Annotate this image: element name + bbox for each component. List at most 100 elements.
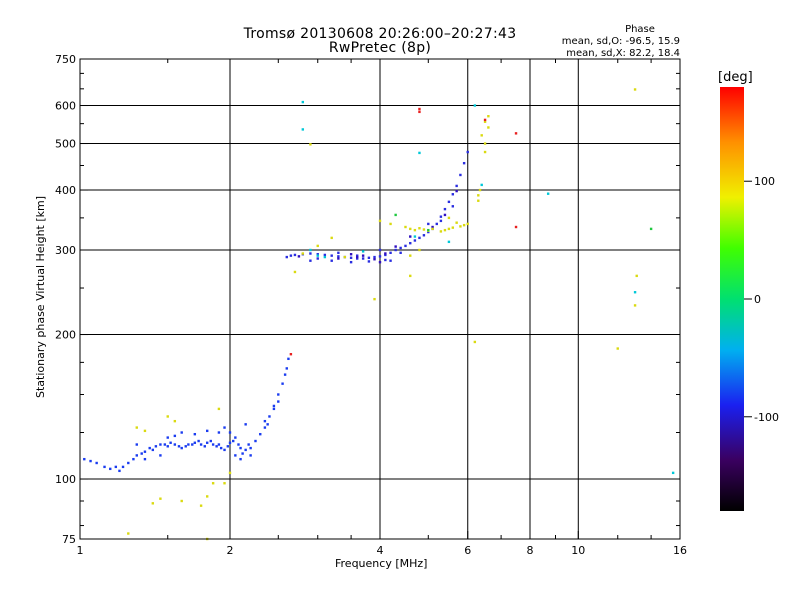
data-point xyxy=(473,340,477,344)
data-point xyxy=(316,253,319,256)
data-point xyxy=(297,255,301,258)
data-point xyxy=(378,255,382,258)
data-point xyxy=(514,132,518,135)
data-point xyxy=(234,436,237,439)
data-point xyxy=(309,143,312,146)
data-point xyxy=(439,219,443,223)
data-point xyxy=(277,393,280,396)
data-point xyxy=(451,193,455,196)
data-point xyxy=(451,226,455,229)
data-point xyxy=(422,228,426,231)
data-point xyxy=(301,252,305,255)
data-point xyxy=(447,216,451,220)
data-point xyxy=(163,443,167,446)
x-tick-label: 8 xyxy=(527,544,534,557)
data-point xyxy=(193,441,197,444)
data-point xyxy=(480,183,483,187)
data-point xyxy=(394,213,397,217)
data-point xyxy=(135,443,138,446)
data-point xyxy=(399,251,402,255)
data-point xyxy=(211,443,215,446)
data-point xyxy=(234,454,237,457)
data-point xyxy=(323,255,327,259)
data-point xyxy=(316,257,319,260)
data-point xyxy=(546,192,550,195)
data-point xyxy=(285,367,288,370)
data-point xyxy=(199,443,203,446)
data-point xyxy=(455,184,458,188)
chart-title: Tromsø 20130608 20:26:00–20:27:43 xyxy=(243,26,517,42)
colorbar-tick-label: -100 xyxy=(754,411,779,424)
data-point xyxy=(439,215,443,218)
data-point xyxy=(462,223,466,227)
data-point xyxy=(177,445,181,448)
data-point xyxy=(394,245,397,248)
data-point xyxy=(228,441,232,444)
data-point xyxy=(355,254,359,257)
data-point xyxy=(266,423,269,426)
x-tick-label: 6 xyxy=(464,544,471,557)
data-point xyxy=(409,241,412,245)
data-point xyxy=(418,227,421,230)
y-tick-label: 200 xyxy=(55,329,76,342)
data-point xyxy=(223,482,226,485)
data-point xyxy=(121,465,125,469)
data-point xyxy=(217,443,221,446)
data-point xyxy=(477,194,480,197)
data-point xyxy=(228,431,232,434)
data-point xyxy=(193,432,197,436)
data-point xyxy=(404,244,407,248)
data-point xyxy=(466,150,469,154)
colorbar-ticks: 100 0 -100 xyxy=(744,175,779,424)
data-point xyxy=(215,445,218,448)
data-point xyxy=(337,257,340,260)
data-point xyxy=(187,443,190,446)
data-point xyxy=(159,443,162,446)
data-point xyxy=(140,452,143,455)
data-point xyxy=(89,459,92,463)
data-point xyxy=(422,234,426,237)
chart-subtitle: RwPretec (8p) xyxy=(328,40,432,56)
data-point xyxy=(409,254,412,257)
data-point xyxy=(384,253,387,257)
data-point xyxy=(95,461,98,465)
data-point xyxy=(418,151,421,155)
data-point xyxy=(173,419,177,423)
data-point xyxy=(455,189,458,193)
data-point xyxy=(459,225,462,228)
phase-stats-o: mean, sd,O: -96.5, 15.9 xyxy=(561,36,680,47)
data-point xyxy=(447,240,451,244)
data-point xyxy=(180,499,183,503)
colorbar-tick-label: 100 xyxy=(754,175,775,188)
data-point xyxy=(483,142,487,145)
data-point xyxy=(361,257,365,260)
data-point xyxy=(289,254,293,257)
data-point xyxy=(237,443,240,446)
data-point xyxy=(459,173,462,177)
data-point xyxy=(114,465,118,469)
data-point xyxy=(180,446,183,450)
data-point xyxy=(447,200,451,204)
data-point xyxy=(418,107,421,111)
phase-stats: Phase mean, sd,O: -96.5, 15.9 mean, sd,X… xyxy=(560,24,680,60)
data-point xyxy=(355,257,359,260)
data-points xyxy=(83,88,675,541)
x-tick-label: 4 xyxy=(377,544,384,557)
data-point xyxy=(427,230,430,234)
data-point xyxy=(259,432,262,436)
data-point xyxy=(263,419,267,423)
data-point xyxy=(633,291,637,294)
data-point xyxy=(487,115,490,118)
data-point xyxy=(413,228,417,232)
data-point xyxy=(378,248,382,252)
data-point xyxy=(199,504,203,507)
y-tick-label: 100 xyxy=(55,473,76,486)
data-point xyxy=(431,225,434,229)
data-point xyxy=(361,254,365,257)
data-point xyxy=(151,502,155,505)
data-point xyxy=(309,252,312,255)
data-point xyxy=(483,118,487,122)
data-point xyxy=(330,254,333,257)
data-point xyxy=(633,88,637,91)
phase-stats-title: Phase xyxy=(625,24,655,35)
